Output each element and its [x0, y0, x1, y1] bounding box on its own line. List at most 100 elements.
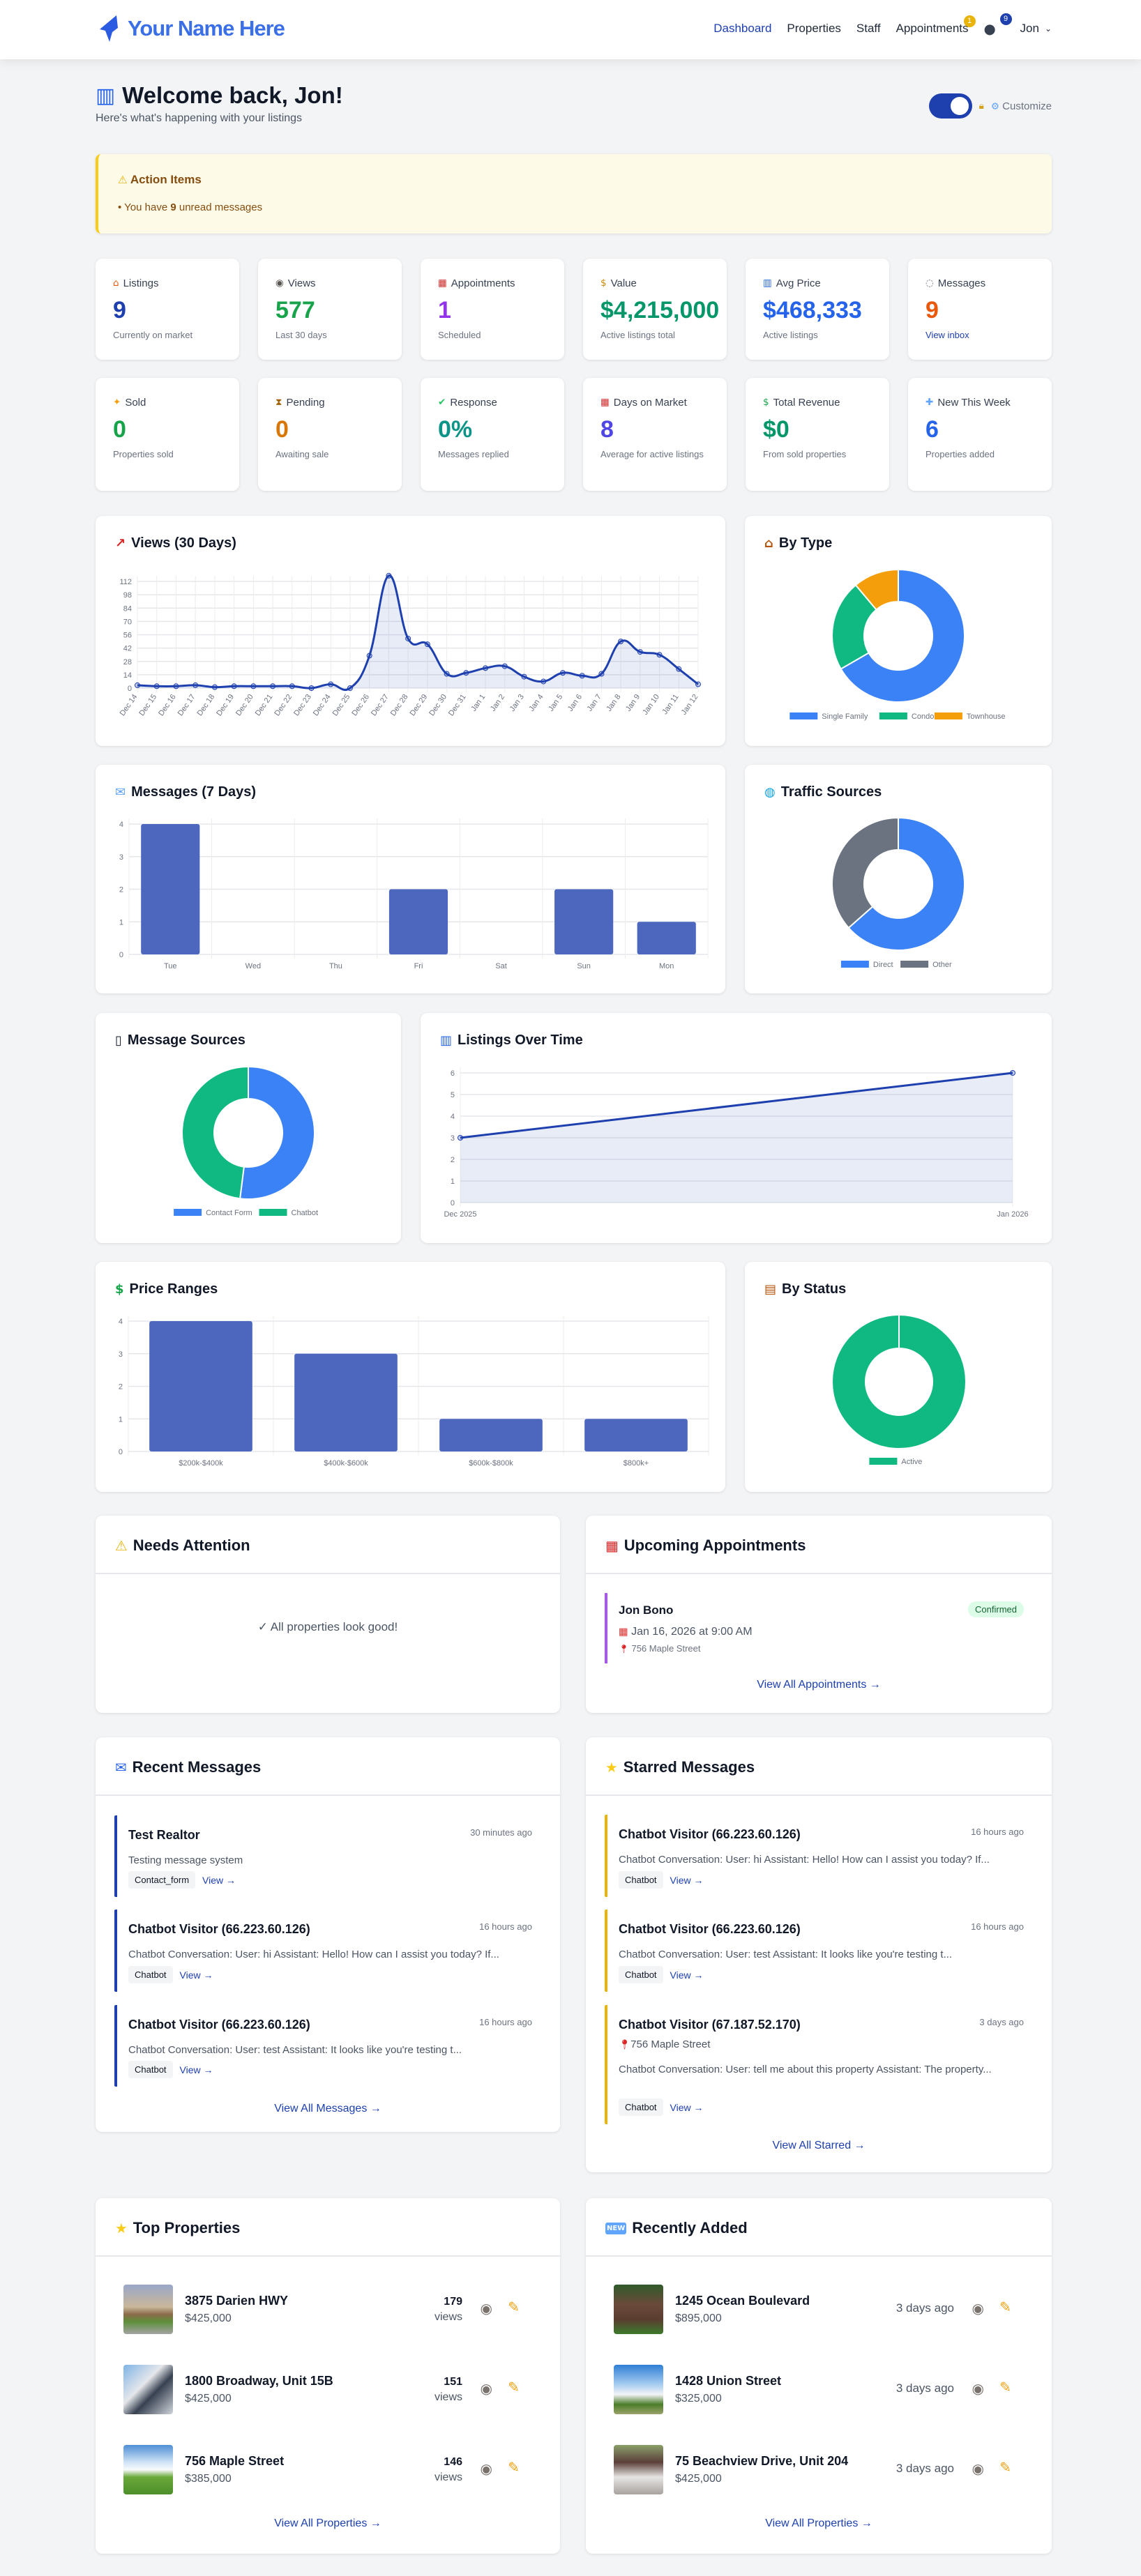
message-preview: Chatbot Conversation: User: tell me abou…: [619, 2064, 992, 2075]
property-name[interactable]: 1800 Broadway, Unit 15B: [185, 2374, 333, 2388]
stat-label-text: Response: [450, 397, 497, 409]
property-thumbnail[interactable]: [123, 2365, 173, 2414]
property-thumbnail[interactable]: [123, 2285, 173, 2334]
stat-label: ◉ Views: [275, 277, 316, 289]
starred-messages-panel: ★ Starred Messages Chatbot Visitor (66.22…: [586, 1737, 1052, 2172]
pencil-icon[interactable]: ✎: [999, 2299, 1011, 2315]
pencil-icon[interactable]: ✎: [508, 2379, 520, 2395]
x-tick-label: Jan 11: [660, 693, 680, 716]
property-name[interactable]: 1245 Ocean Boulevard: [675, 2294, 810, 2308]
speech-bubble-icon: ◌: [925, 277, 934, 289]
x-tick-label: Dec 28: [389, 693, 410, 717]
message-item[interactable]: Chatbot Visitor (66.223.60.126) 16 hours …: [605, 1910, 1024, 1992]
view-message-link[interactable]: View →: [670, 1874, 704, 1886]
y-tick-label: 28: [123, 658, 132, 666]
stat-label: ⌂ Listings: [113, 277, 158, 289]
recent-messages-panel: ✉ Recent Messages Test Realtor 30 minutes …: [96, 1737, 560, 2132]
status-badge: Confirmed: [968, 1601, 1024, 1617]
action-item[interactable]: • You have 9 unread messages: [118, 201, 263, 213]
eye-icon[interactable]: ◉: [480, 2460, 492, 2477]
message-preview: Chatbot Conversation: User: hi Assistant…: [619, 1854, 990, 1866]
x-tick-label: Jan 4: [527, 693, 545, 713]
stat-subtext: Messages replied: [438, 449, 509, 459]
property-thumbnail[interactable]: [123, 2445, 173, 2494]
chart-title: Traffic Sources: [780, 784, 882, 800]
property-name[interactable]: 3875 Darien HWY: [185, 2294, 289, 2308]
message-item[interactable]: Chatbot Visitor (66.223.60.126) 16 hours …: [605, 1815, 1024, 1897]
layout-lock-toggle[interactable]: [928, 93, 972, 119]
message-item[interactable]: Chatbot Visitor (66.223.60.126) 16 hours …: [114, 2005, 532, 2087]
stat-card-sold: ✦ Sold 0 Properties sold: [96, 378, 239, 491]
nav-properties[interactable]: Properties: [787, 22, 841, 35]
legend-label: Chatbot: [292, 1209, 319, 1217]
view-all-recent-properties-link[interactable]: View All Properties →: [765, 2517, 872, 2529]
data-point: [483, 665, 489, 671]
legend-swatch: [174, 1209, 202, 1216]
messages-button[interactable]: ● 9: [984, 13, 1012, 38]
eye-icon[interactable]: ◉: [480, 2380, 492, 2397]
view-message-link[interactable]: View →: [670, 1969, 704, 1981]
view-all-properties-link[interactable]: View All Properties →: [274, 2517, 381, 2529]
y-tick-label: 4: [451, 1113, 455, 1121]
views-count: 151: [444, 2376, 462, 2388]
appointment-address: 756 Maple Street: [631, 1643, 701, 1654]
eye-icon[interactable]: ◉: [480, 2300, 492, 2317]
stat-card-total-revenue: $ Total Revenue $0 From sold properties: [746, 378, 889, 491]
nav-dashboard[interactable]: Dashboard: [713, 22, 772, 35]
property-row[interactable]: 1428 Union Street $325,000 3 days ago ◉ ✎: [614, 2365, 1024, 2414]
property-thumbnail[interactable]: [614, 2365, 663, 2414]
page-subtitle: Here's what's happening with your listin…: [96, 112, 303, 124]
property-row[interactable]: 1800 Broadway, Unit 15B $425,000 151 views ◉…: [123, 2365, 532, 2414]
user-menu[interactable]: Jon ⌄: [1020, 22, 1052, 36]
x-tick-label: $400k-$600k: [324, 1459, 368, 1468]
page-title: ▥ Welcome back, Jon!: [96, 82, 343, 109]
pencil-icon[interactable]: ✎: [508, 2459, 520, 2476]
pencil-icon[interactable]: ✎: [999, 2379, 1011, 2395]
appointment-item[interactable]: Jon Bono Confirmed ▦ Jan 16, 2026 at 9:0…: [605, 1593, 1024, 1663]
stat-label-text: Pending: [286, 397, 325, 409]
view-all-messages-link[interactable]: View All Messages →: [274, 2103, 381, 2114]
view-message-link[interactable]: View →: [670, 2101, 704, 2113]
x-tick-label: Dec 26: [350, 693, 371, 717]
property-thumbnail[interactable]: [614, 2445, 663, 2494]
property-row[interactable]: 3875 Darien HWY $425,000 179 views ◉ ✎: [123, 2285, 532, 2334]
property-row[interactable]: 1245 Ocean Boulevard $895,000 3 days ago ◉ ✎: [614, 2285, 1024, 2334]
view-message-link[interactable]: View →: [179, 1969, 213, 1981]
view-all-starred-link[interactable]: View All Starred →: [772, 2140, 866, 2151]
donut-slice: [239, 1065, 315, 1200]
property-name[interactable]: 756 Maple Street: [185, 2454, 285, 2468]
view-all-appointments-link[interactable]: View All Appointments →: [757, 1679, 881, 1691]
traffic-donut-chart: Direct Other: [831, 816, 965, 969]
traffic-chart-card: ◍ Traffic Sources Direct Other: [745, 765, 1052, 993]
property-name[interactable]: 75 Beachview Drive, Unit 204: [675, 2454, 849, 2468]
stat-value: 9: [925, 297, 939, 323]
y-tick-label: 6: [451, 1069, 455, 1078]
source-tag: Chatbot: [128, 1966, 173, 1983]
message-sender: Chatbot Visitor (66.223.60.126): [619, 1827, 801, 1841]
nav-appointments[interactable]: Appointments 1: [896, 15, 976, 36]
message-item[interactable]: Chatbot Visitor (67.187.52.170) 3 days ag…: [605, 2005, 1024, 2124]
source-tag: Chatbot: [619, 2098, 663, 2116]
property-row[interactable]: 756 Maple Street $385,000 146 views ◉ ✎: [123, 2445, 532, 2494]
x-tick-label: Jan 1: [469, 693, 487, 713]
nav-staff[interactable]: Staff: [856, 22, 881, 35]
eye-icon[interactable]: ◉: [972, 2300, 984, 2317]
customize-button[interactable]: ⚙ Customize: [991, 100, 1052, 112]
view-inbox-link[interactable]: View inbox: [925, 330, 969, 340]
message-item[interactable]: Chatbot Visitor (66.223.60.126) 16 hours …: [114, 1910, 532, 1992]
property-thumbnail[interactable]: [614, 2285, 663, 2334]
message-tags: Chatbot View →: [619, 1871, 704, 1889]
eye-icon[interactable]: ◉: [972, 2460, 984, 2477]
property-row[interactable]: 75 Beachview Drive, Unit 204 $425,000 3 da…: [614, 2445, 1024, 2494]
message-item[interactable]: Test Realtor 30 minutes ago Testing messag…: [114, 1815, 532, 1897]
view-message-link[interactable]: View →: [202, 1874, 236, 1886]
property-name[interactable]: 1428 Union Street: [675, 2374, 782, 2388]
brand-logo[interactable]: Your Name Here: [96, 14, 285, 43]
eye-icon[interactable]: ◉: [972, 2380, 984, 2397]
view-message-link[interactable]: View →: [179, 2064, 213, 2075]
pencil-icon[interactable]: ✎: [999, 2459, 1011, 2476]
stat-label: $ Total Revenue: [763, 397, 840, 409]
pencil-icon[interactable]: ✎: [508, 2299, 520, 2315]
property-added: 3 days ago: [896, 2381, 954, 2395]
